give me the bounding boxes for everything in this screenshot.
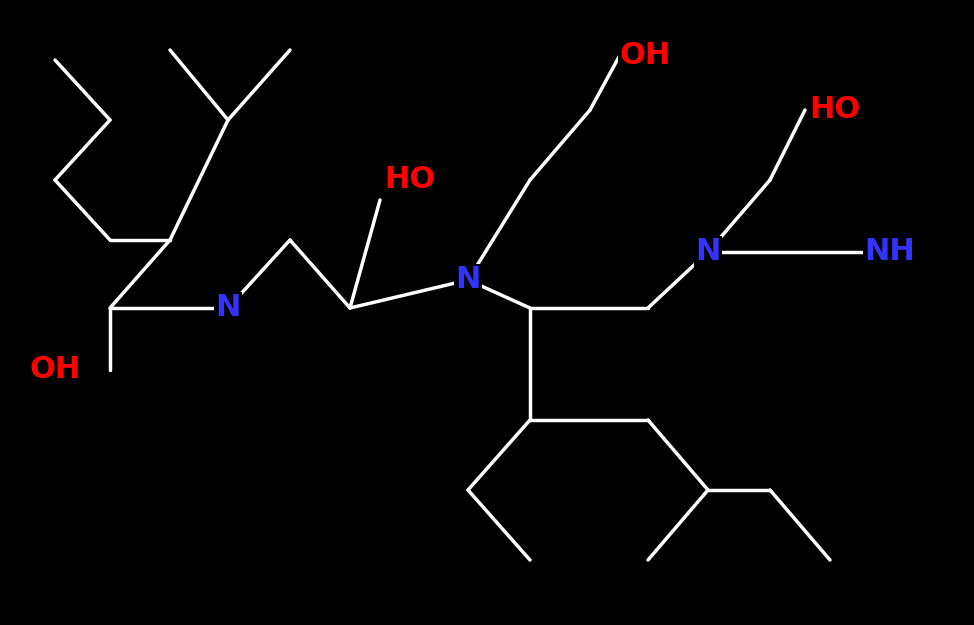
Text: N: N [215, 294, 241, 322]
Text: NH: NH [865, 238, 916, 266]
Text: N: N [455, 266, 481, 294]
Text: HO: HO [809, 96, 861, 124]
Text: HO: HO [385, 166, 435, 194]
Text: OH: OH [29, 356, 81, 384]
Text: OH: OH [619, 41, 671, 69]
Text: N: N [695, 238, 721, 266]
